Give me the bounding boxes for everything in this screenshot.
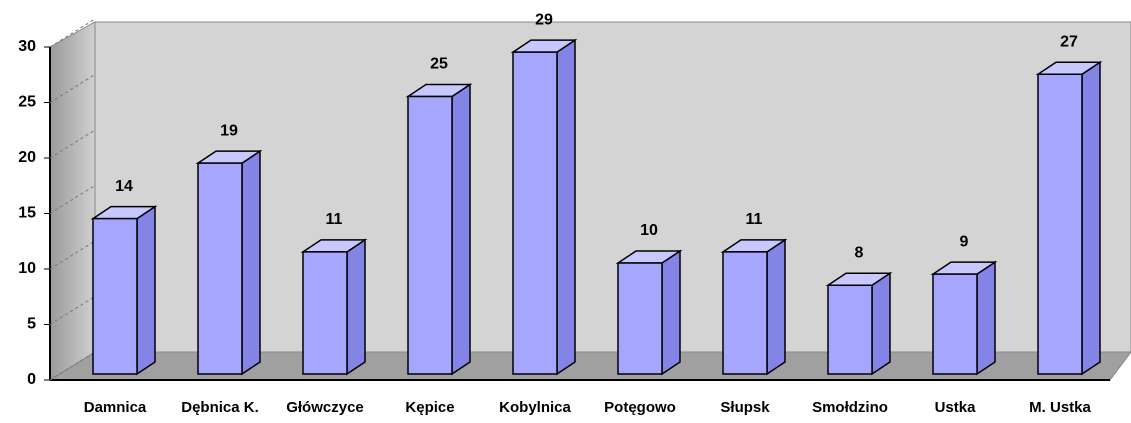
- y-tick-label: 30: [18, 38, 36, 55]
- x-tick-label: Ustka: [935, 399, 977, 416]
- bar: [825, 271, 893, 376]
- bar: [90, 205, 158, 376]
- x-tick-label: Smołdzino: [812, 399, 888, 416]
- x-tick-label: Słupsk: [720, 399, 770, 416]
- bar-face: [451, 83, 471, 376]
- bar-face: [136, 205, 156, 376]
- value-label: 11: [326, 211, 343, 228]
- x-tick-label: Damnica: [84, 399, 147, 416]
- bar-face: [1037, 73, 1083, 375]
- bar: [300, 238, 368, 376]
- y-tick-label: 10: [18, 260, 36, 277]
- bar-face: [932, 273, 978, 375]
- y-tick-label: 25: [18, 94, 36, 111]
- side-wall: [49, 21, 96, 381]
- bar-face: [766, 238, 786, 376]
- grid-line: [49, 18, 96, 48]
- value-label: 14: [115, 178, 133, 195]
- x-tick-label: Kobylnica: [499, 399, 571, 416]
- y-tick-label: 15: [18, 205, 36, 222]
- bar: [720, 238, 788, 376]
- value-label: 10: [640, 222, 658, 239]
- value-label: 19: [220, 122, 238, 139]
- x-tick-label: Główczyce: [286, 399, 364, 416]
- grid-line: [49, 296, 96, 325]
- value-label: 25: [430, 56, 448, 73]
- bar-face: [407, 95, 453, 375]
- y-tick-label: 5: [27, 316, 36, 333]
- x-tick-label: M. Ustka: [1029, 399, 1091, 416]
- grid-line: [49, 129, 96, 159]
- value-label: 29: [535, 11, 553, 28]
- bar-face: [827, 284, 873, 375]
- value-label: 27: [1060, 34, 1078, 51]
- bar-face: [871, 271, 891, 376]
- bar-face: [617, 262, 663, 375]
- value-label: 8: [855, 244, 864, 261]
- bar-face: [241, 149, 261, 376]
- bar: [195, 149, 263, 376]
- bar: [405, 83, 473, 376]
- x-tick-label: Potęgowo: [604, 399, 676, 416]
- x-tick-label: Kępice: [405, 399, 454, 416]
- bar-face: [976, 260, 996, 376]
- bar-face: [1081, 60, 1101, 376]
- grid-line: [49, 74, 96, 103]
- bar: [1035, 60, 1103, 376]
- value-label: 9: [960, 233, 969, 250]
- value-label: 11: [746, 211, 763, 228]
- bar: [615, 249, 683, 376]
- grid-line: [49, 351, 96, 381]
- bar-face: [302, 251, 348, 375]
- bar-face: [661, 249, 681, 376]
- bar-face: [512, 51, 558, 375]
- bar-face: [197, 162, 243, 375]
- bar-face: [556, 38, 576, 376]
- x-tick-label: Dębnica K.: [181, 399, 259, 416]
- y-tick-label: 20: [18, 149, 36, 166]
- grid-line: [49, 185, 96, 214]
- bar-face: [346, 238, 366, 376]
- bar-face: [722, 251, 768, 375]
- grid-line: [49, 240, 96, 270]
- bar: [510, 38, 578, 376]
- bar-face: [92, 217, 138, 375]
- bar: [930, 260, 998, 376]
- y-tick-label: 0: [27, 371, 36, 388]
